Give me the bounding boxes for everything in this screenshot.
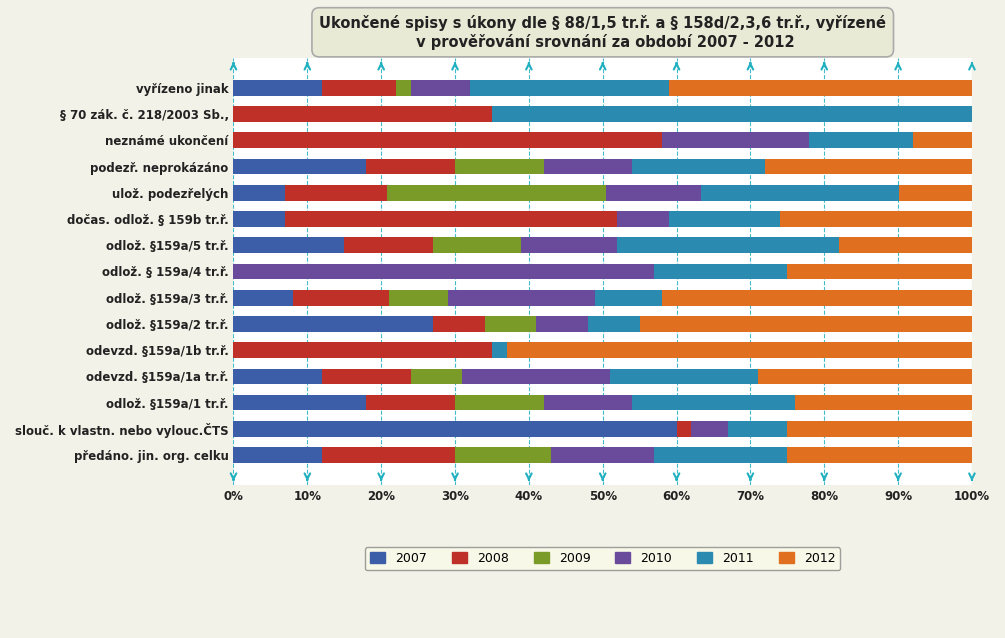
Bar [233, 447, 322, 463]
Bar [758, 369, 972, 384]
Bar [387, 185, 606, 201]
Bar [433, 237, 522, 253]
Bar [701, 185, 898, 201]
Bar [455, 395, 544, 410]
Bar [491, 342, 507, 358]
Bar [639, 316, 972, 332]
Bar [839, 237, 972, 253]
Bar [233, 237, 345, 253]
Bar [606, 185, 701, 201]
Bar [322, 369, 411, 384]
Bar [632, 395, 795, 410]
Bar [233, 369, 322, 384]
Bar [669, 211, 780, 227]
Bar [233, 211, 285, 227]
Bar [661, 133, 809, 148]
Title: Ukončené spisy s úkony dle § 88/1,5 tr.ř. a § 158d/2,3,6 tr.ř., vyřízené
 v prov: Ukončené spisy s úkony dle § 88/1,5 tr.ř… [320, 15, 886, 50]
Bar [795, 395, 972, 410]
Bar [389, 290, 447, 306]
Bar [322, 80, 396, 96]
Bar [729, 421, 787, 436]
Bar [322, 447, 455, 463]
Bar [345, 237, 433, 253]
Legend: 2007, 2008, 2009, 2010, 2011, 2012: 2007, 2008, 2009, 2010, 2011, 2012 [365, 547, 840, 570]
Bar [676, 421, 691, 436]
Bar [551, 447, 654, 463]
Bar [507, 342, 972, 358]
Bar [661, 290, 972, 306]
Bar [537, 316, 588, 332]
Bar [292, 290, 389, 306]
Bar [233, 107, 491, 122]
Bar [233, 133, 661, 148]
Bar [588, 316, 639, 332]
Bar [544, 159, 632, 174]
Bar [396, 80, 411, 96]
Bar [233, 342, 491, 358]
Bar [367, 395, 455, 410]
Bar [780, 211, 972, 227]
Bar [284, 185, 387, 201]
Bar [462, 369, 610, 384]
Bar [233, 159, 367, 174]
Bar [765, 159, 972, 174]
Bar [787, 421, 972, 436]
Bar [455, 447, 551, 463]
Bar [484, 316, 537, 332]
Bar [898, 185, 972, 201]
Bar [447, 290, 595, 306]
Bar [491, 107, 972, 122]
Bar [433, 316, 484, 332]
Bar [469, 80, 669, 96]
Bar [617, 237, 839, 253]
Bar [411, 80, 469, 96]
Bar [610, 369, 758, 384]
Bar [411, 369, 462, 384]
Bar [285, 211, 617, 227]
Bar [632, 159, 765, 174]
Bar [787, 263, 972, 279]
Bar [809, 133, 913, 148]
Bar [233, 290, 292, 306]
Bar [522, 237, 617, 253]
Bar [544, 395, 632, 410]
Bar [233, 395, 367, 410]
Bar [787, 447, 972, 463]
Bar [367, 159, 455, 174]
Bar [617, 211, 669, 227]
Bar [654, 263, 787, 279]
Bar [455, 159, 544, 174]
Bar [654, 447, 787, 463]
Bar [233, 316, 433, 332]
Bar [233, 80, 322, 96]
Bar [691, 421, 729, 436]
Bar [233, 185, 284, 201]
Bar [669, 80, 972, 96]
Bar [233, 263, 654, 279]
Bar [595, 290, 661, 306]
Bar [233, 421, 676, 436]
Bar [913, 133, 972, 148]
